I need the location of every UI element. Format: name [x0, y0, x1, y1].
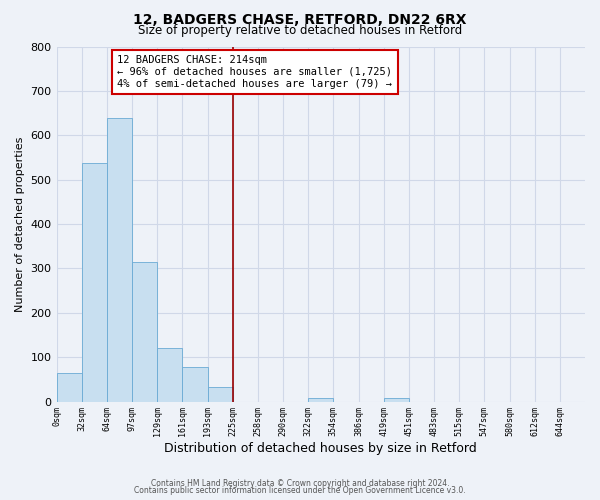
- Bar: [383, 398, 409, 402]
- Bar: [157, 348, 182, 402]
- Text: 12, BADGERS CHASE, RETFORD, DN22 6RX: 12, BADGERS CHASE, RETFORD, DN22 6RX: [133, 12, 467, 26]
- X-axis label: Distribution of detached houses by size in Retford: Distribution of detached houses by size …: [164, 442, 477, 455]
- Bar: [182, 367, 208, 402]
- Text: Size of property relative to detached houses in Retford: Size of property relative to detached ho…: [138, 24, 462, 37]
- Text: 12 BADGERS CHASE: 214sqm
← 96% of detached houses are smaller (1,725)
4% of semi: 12 BADGERS CHASE: 214sqm ← 96% of detach…: [118, 56, 392, 88]
- Y-axis label: Number of detached properties: Number of detached properties: [15, 136, 25, 312]
- Bar: [132, 262, 157, 402]
- Bar: [82, 163, 107, 402]
- Bar: [208, 387, 233, 402]
- Text: Contains public sector information licensed under the Open Government Licence v3: Contains public sector information licen…: [134, 486, 466, 495]
- Bar: [56, 372, 82, 402]
- Bar: [308, 398, 334, 402]
- Bar: [107, 118, 132, 402]
- Text: Contains HM Land Registry data © Crown copyright and database right 2024.: Contains HM Land Registry data © Crown c…: [151, 478, 449, 488]
